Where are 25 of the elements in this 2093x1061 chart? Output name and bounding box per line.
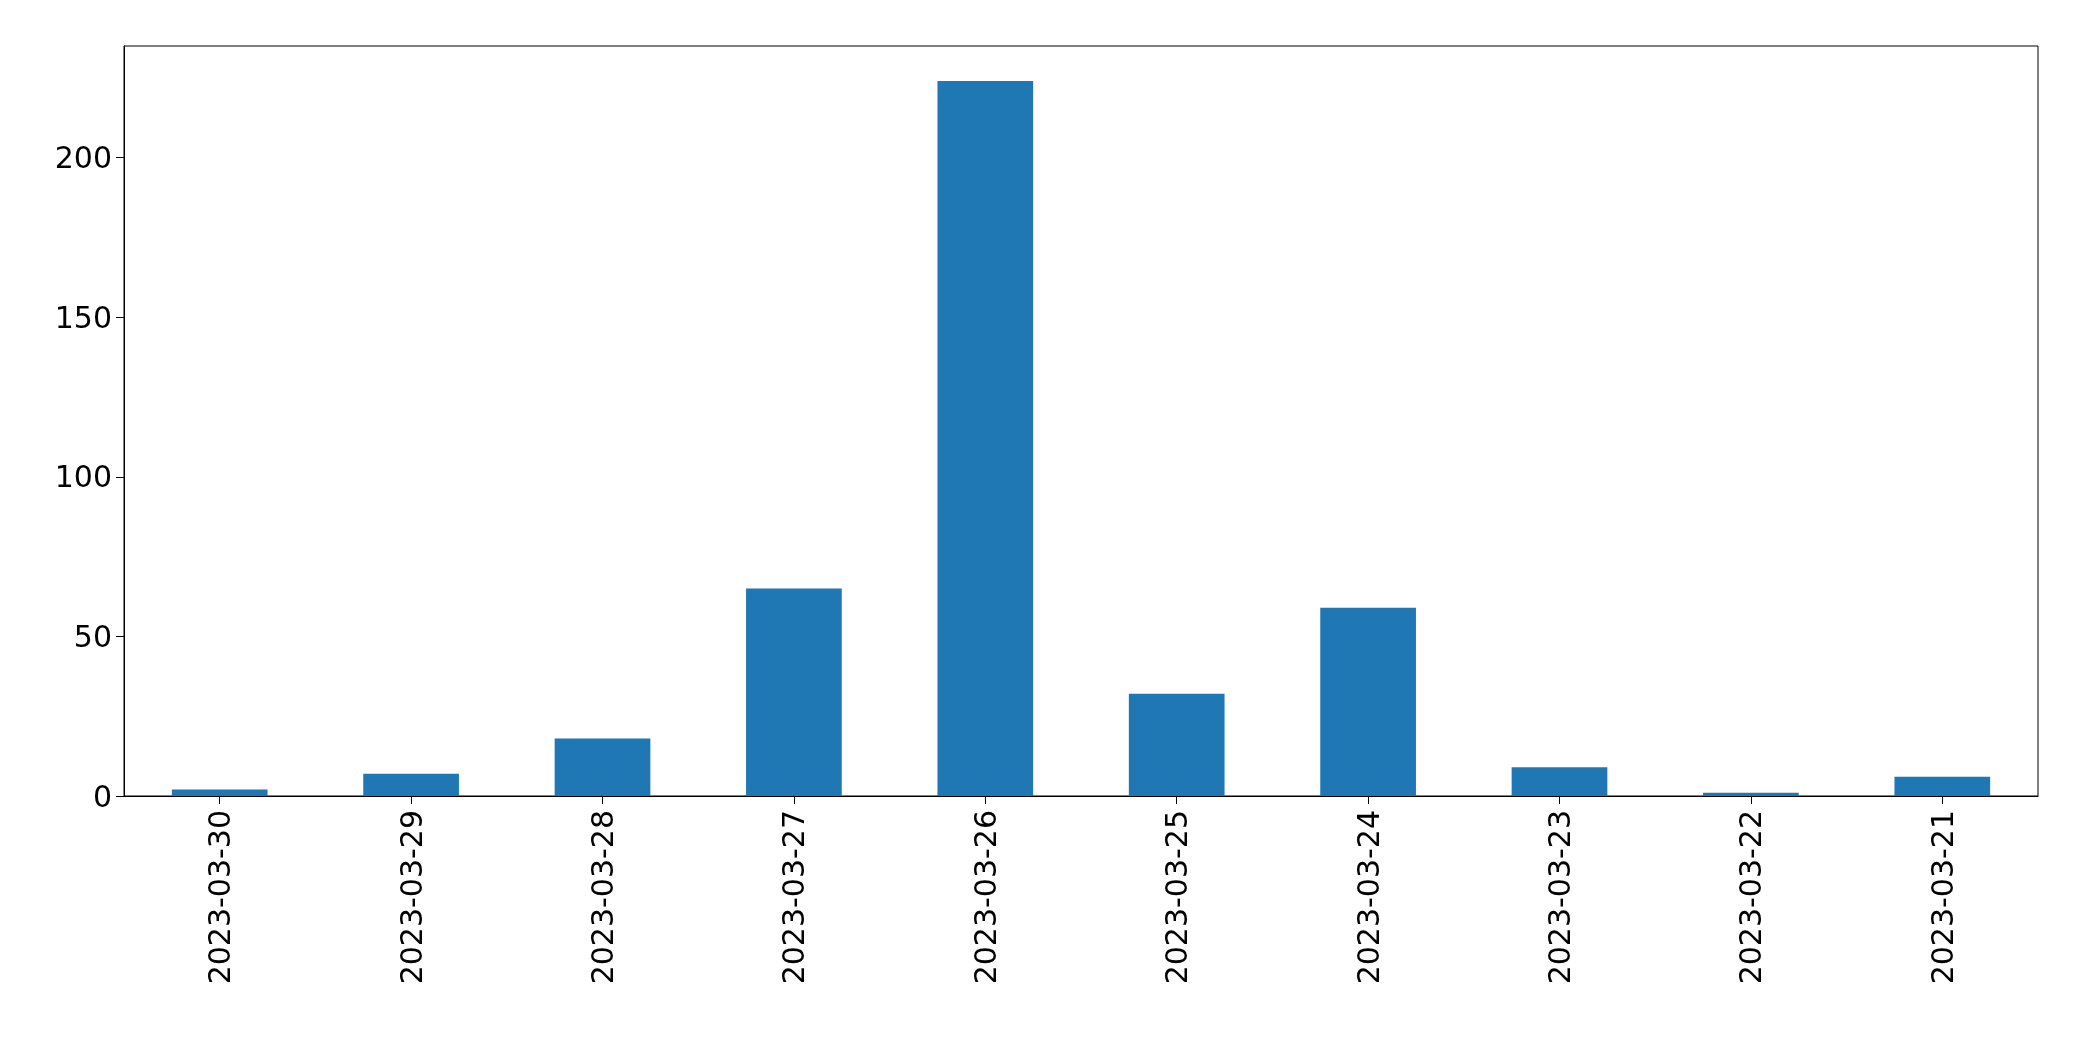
x-tick-label: 2023-03-24 <box>1350 810 1386 985</box>
y-tick-label: 200 <box>54 140 112 176</box>
bar <box>363 773 459 796</box>
bar <box>554 738 651 796</box>
x-tick-label: 2023-03-30 <box>202 810 238 985</box>
x-tick-label: 2023-03-29 <box>393 810 429 985</box>
x-tick-label: 2023-03-28 <box>585 810 620 985</box>
bar <box>746 588 842 796</box>
bar <box>937 81 1034 796</box>
x-tick-label: 2023-03-23 <box>1542 810 1577 985</box>
bar <box>1894 776 1991 796</box>
x-tick-label: 2023-03-26 <box>967 810 1003 985</box>
y-tick-label: 150 <box>54 299 112 335</box>
y-tick-label: 0 <box>92 778 112 814</box>
x-tick-label: 2023-03-25 <box>1159 810 1195 985</box>
x-tick-label: 2023-03-22 <box>1733 810 1769 985</box>
x-tick-label: 2023-03-21 <box>1924 810 1960 985</box>
bar <box>1511 767 1608 796</box>
y-tick-label: 100 <box>54 459 112 495</box>
bar <box>1703 792 1799 796</box>
x-tick-label: 2023-03-27 <box>776 810 812 985</box>
bar <box>1320 607 1416 796</box>
bar <box>171 789 268 796</box>
bar <box>1128 693 1225 796</box>
y-tick-label: 50 <box>73 618 112 654</box>
